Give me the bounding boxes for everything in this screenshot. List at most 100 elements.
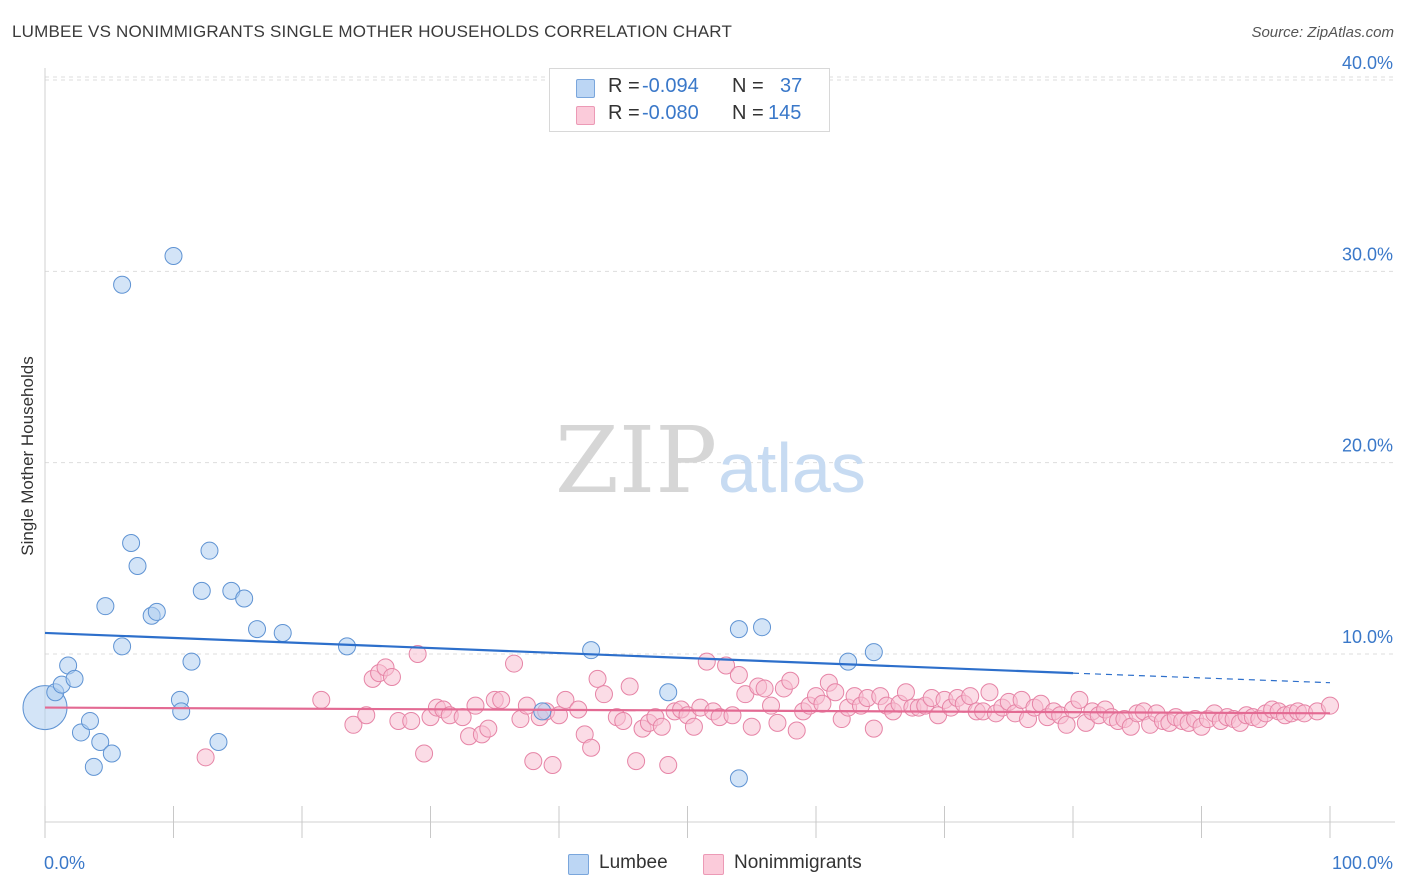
nonimmigrants-point [492, 690, 511, 709]
nonimmigrants-point [524, 752, 543, 771]
nonimmigrants-point [588, 669, 607, 688]
grid-lines [45, 76, 1395, 655]
bottom-legend-label-nonimmigrants: Nonimmigrants [734, 852, 862, 873]
lumbee-point [96, 597, 115, 616]
lumbee-point [582, 641, 601, 660]
lumbee-point [753, 618, 772, 637]
x-tick-label: 0.0% [44, 853, 85, 873]
lumbee-point [235, 589, 254, 608]
nonimmigrants-point [543, 755, 562, 774]
nonimmigrants-point [344, 715, 363, 734]
lumbee-point [80, 711, 99, 730]
lumbee-point [164, 247, 183, 266]
lumbee-point [839, 652, 858, 671]
nonimmigrants-point [729, 666, 748, 685]
nonimmigrants-point [697, 652, 716, 671]
legend-n-value: 145 [768, 102, 802, 124]
nonimmigrants-point [1070, 690, 1089, 709]
lumbee-point [122, 534, 141, 553]
legend-r-label: R = [608, 75, 640, 97]
lumbee-point [864, 643, 883, 662]
legend-swatch-lumbee [576, 79, 595, 98]
y-tick-label: 30.0% [1342, 244, 1393, 264]
bottom-legend-swatch-nonimmigrants [703, 854, 724, 875]
lumbee-point [337, 637, 356, 656]
watermark-atlas: atlas [718, 429, 866, 507]
bottom-legend-label-lumbee: Lumbee [599, 852, 668, 873]
legend-n-label: N = [732, 75, 764, 97]
trend-lines [44, 631, 1331, 715]
nonimmigrants-point [896, 683, 915, 702]
nonimmigrants-point [813, 694, 832, 713]
nonimmigrants-point [556, 690, 575, 709]
nonimmigrants-point [382, 667, 401, 686]
watermark-zip: ZIP [555, 407, 717, 514]
lumbee-trend-extension [1072, 672, 1331, 684]
nonimmigrants-point [466, 696, 485, 715]
correlation-legend: R = -0.094 N = 37 R = -0.080 N = 145 [549, 68, 830, 132]
nonimmigrants-point [196, 748, 215, 767]
nonimmigrants-point [768, 713, 787, 732]
lumbee-point [113, 275, 132, 294]
nonimmigrants-point [357, 706, 376, 725]
lumbee-point [729, 620, 748, 639]
legend-r-label: R = [608, 102, 640, 124]
x-tick-label: 100.0% [1332, 853, 1393, 873]
nonimmigrants-point [594, 685, 613, 704]
nonimmigrants-point [1321, 696, 1339, 715]
lumbee-point [84, 757, 103, 776]
legend-r-value: -0.080 [642, 102, 699, 124]
source-credit: Source: ZipAtlas.com [1251, 24, 1394, 41]
y-axis-label: Single Mother Households [18, 356, 37, 556]
legend-swatch-nonimmigrants [576, 106, 595, 125]
nonimmigrants-point [627, 752, 646, 771]
lumbee-point [659, 683, 678, 702]
nonimmigrants-point [620, 677, 639, 696]
lumbee-point [113, 637, 132, 656]
lumbee-point [182, 652, 201, 671]
lumbee-point [91, 733, 110, 752]
lumbee-points [22, 247, 883, 788]
lumbee-point [147, 602, 166, 621]
bottom-legend-swatch-lumbee [568, 854, 589, 875]
lumbee-trend-line [44, 631, 1074, 675]
nonimmigrants-point [312, 690, 331, 709]
legend-row-lumbee: R = -0.094 N = 37 [550, 75, 829, 101]
axes [44, 68, 1395, 838]
nonimmigrants-point [505, 654, 524, 673]
lumbee-point [65, 669, 84, 688]
nonimmigrants-point [408, 645, 427, 663]
lumbee-point [209, 733, 228, 752]
nonimmigrants-point [781, 671, 800, 690]
nonimmigrants-point [479, 719, 498, 738]
y-tick-label: 40.0% [1342, 53, 1393, 73]
nonimmigrants-point [717, 656, 736, 675]
chart-title: LUMBEE VS NONIMMIGRANTS SINGLE MOTHER HO… [12, 22, 733, 41]
nonimmigrants-point [742, 717, 761, 736]
y-tick-label: 10.0% [1342, 627, 1393, 647]
lumbee-point [729, 769, 748, 788]
legend-row-nonimmigrants: R = -0.080 N = 145 [550, 102, 829, 128]
nonimmigrants-point [755, 679, 774, 698]
legend-n-label: N = [732, 102, 764, 124]
tick-labels: 10.0% 20.0% 30.0% 40.0% 0.0% 100.0% [44, 53, 1393, 873]
nonimmigrants-point [826, 683, 845, 702]
nonimmigrants-point [652, 717, 671, 736]
nonimmigrants-trend-line [44, 706, 1331, 715]
nonimmigrants-point [961, 687, 980, 706]
lumbee-point [192, 581, 211, 600]
legend-n-value: 37 [780, 75, 803, 97]
y-tick-label: 20.0% [1342, 436, 1393, 456]
nonimmigrants-point [402, 711, 421, 730]
lumbee-point [172, 702, 191, 721]
legend-r-value: -0.094 [642, 75, 699, 97]
nonimmigrants-point [582, 738, 601, 757]
nonimmigrants-point [684, 717, 703, 736]
lumbee-point [128, 556, 147, 575]
nonimmigrants-point [614, 711, 633, 730]
watermark: ZIP atlas [555, 407, 866, 514]
lumbee-point [200, 541, 219, 560]
lumbee-point [248, 620, 267, 639]
nonimmigrants-point [415, 744, 434, 763]
